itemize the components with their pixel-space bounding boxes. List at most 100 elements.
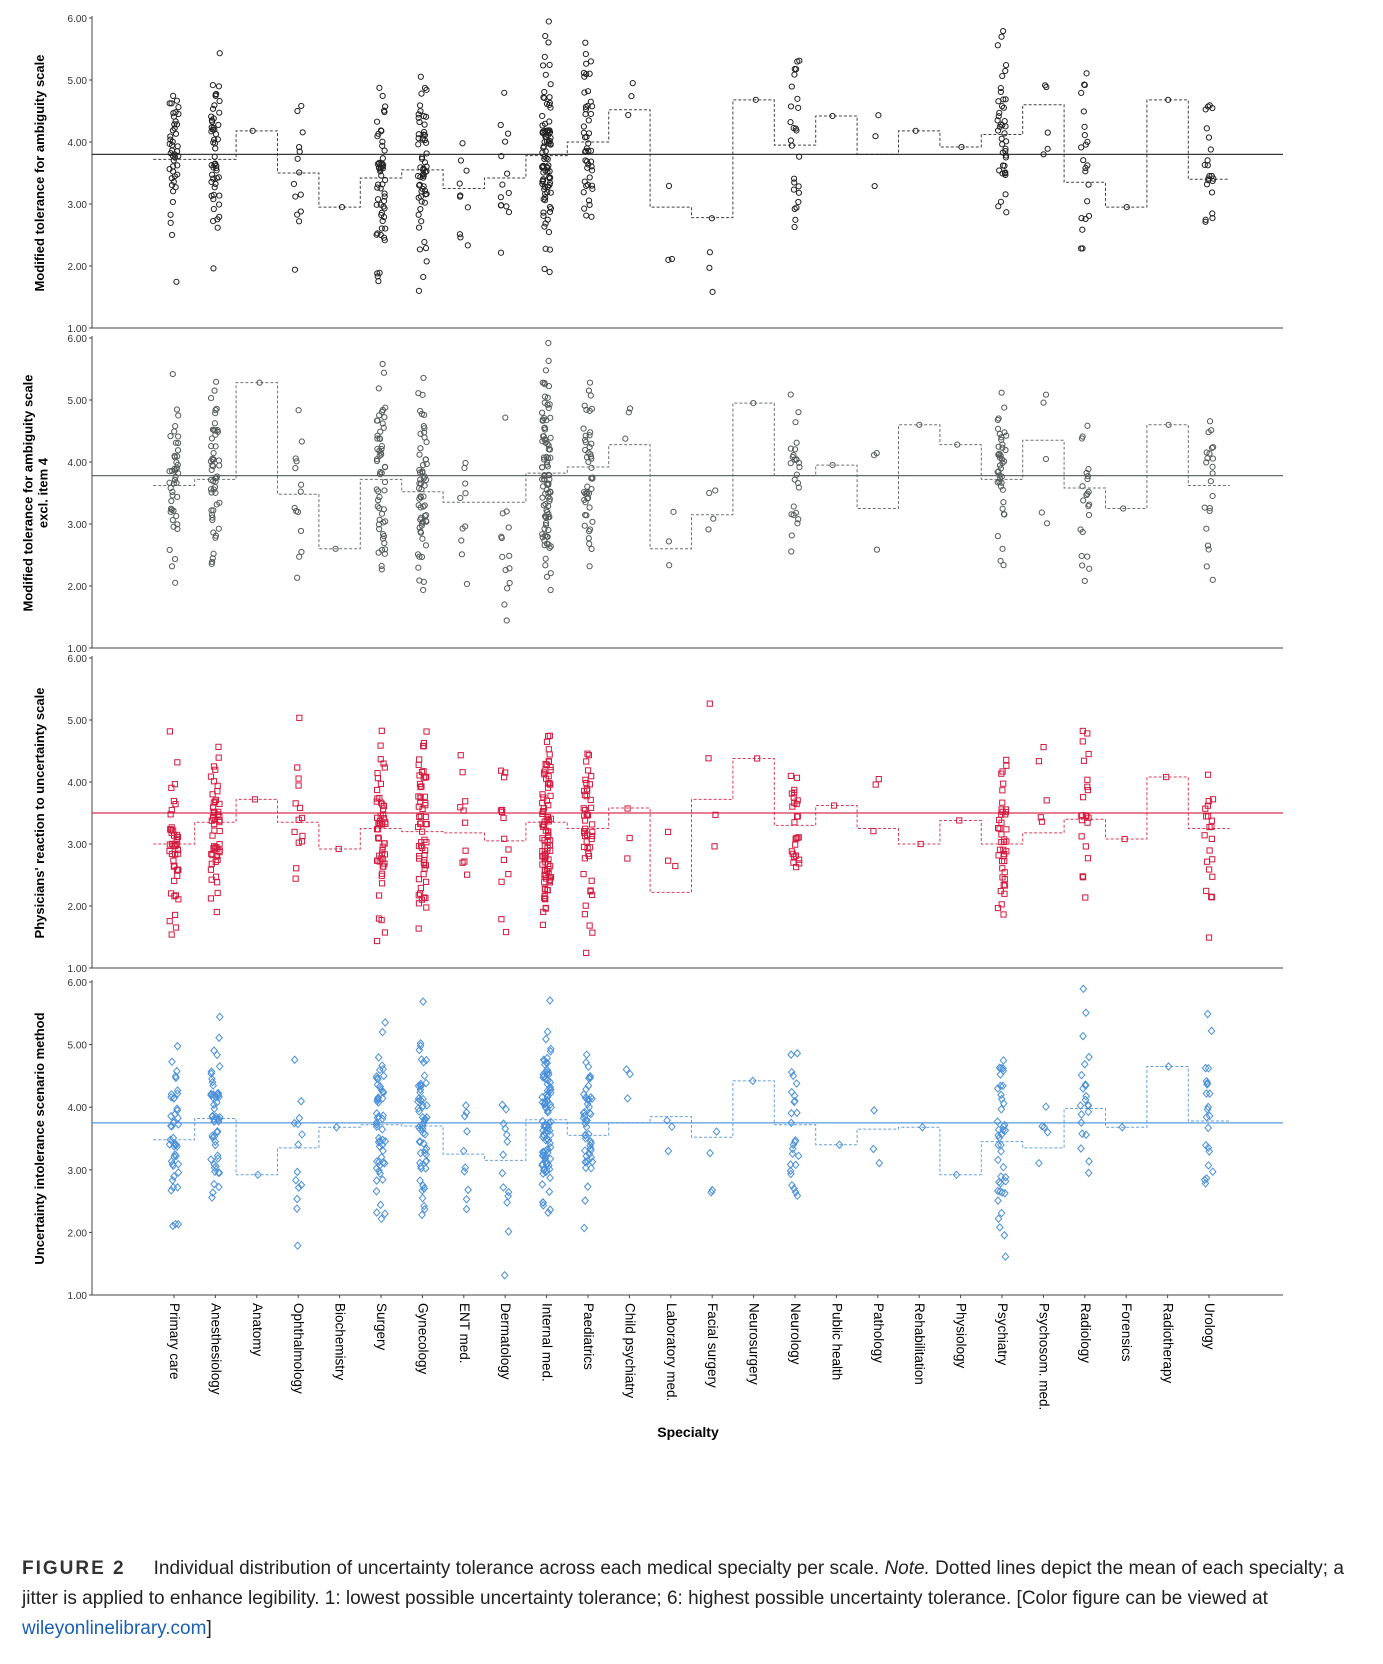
- data-point: [420, 461, 427, 469]
- data-point: [209, 814, 217, 821]
- data-point: [541, 896, 549, 903]
- data-point: [1203, 1009, 1212, 1019]
- data-point: [293, 865, 300, 872]
- data-point: [540, 94, 547, 101]
- x-category-label: Paediatrics: [581, 1303, 596, 1370]
- data-point: [377, 166, 384, 173]
- data-point: [298, 481, 305, 488]
- data-point: [787, 445, 794, 452]
- data-point: [372, 1072, 381, 1081]
- y-tick-label: 1.00: [68, 644, 88, 655]
- data-point: [1077, 1118, 1086, 1128]
- data-point: [586, 1109, 595, 1119]
- data-point: [546, 208, 554, 216]
- data-point: [539, 1126, 547, 1135]
- data-point: [795, 104, 802, 111]
- data-point: [754, 755, 761, 762]
- data-point: [545, 446, 552, 453]
- data-point: [214, 224, 221, 231]
- data-point: [581, 1163, 590, 1173]
- data-point: [214, 1088, 223, 1098]
- data-point: [547, 189, 554, 196]
- data-point: [994, 1140, 1003, 1150]
- data-point: [794, 1151, 803, 1161]
- data-point: [174, 1168, 183, 1177]
- data-point: [376, 525, 383, 533]
- data-point: [208, 1193, 216, 1202]
- data-point: [373, 1113, 382, 1123]
- data-point: [382, 546, 389, 553]
- data-point: [539, 62, 547, 69]
- data-point: [585, 458, 592, 466]
- data-point: [585, 752, 592, 759]
- data-point: [211, 420, 218, 427]
- data-point: [172, 579, 179, 586]
- data-point: [588, 773, 595, 780]
- data-point: [377, 231, 384, 238]
- data-point: [462, 490, 469, 497]
- data-point: [588, 545, 595, 553]
- data-point: [795, 189, 803, 196]
- data-point: [210, 1163, 219, 1173]
- y-tick-label: 5.00: [68, 76, 88, 87]
- data-point: [1037, 814, 1044, 821]
- data-point: [168, 1057, 176, 1067]
- data-point: [668, 1122, 676, 1132]
- data-point: [872, 133, 879, 140]
- data-point: [794, 797, 801, 804]
- data-point: [1209, 463, 1216, 470]
- data-point: [587, 796, 594, 803]
- data-point: [539, 476, 546, 483]
- data-point: [418, 1210, 426, 1220]
- data-point: [1206, 418, 1214, 425]
- data-point: [417, 820, 424, 827]
- data-point: [415, 1158, 424, 1168]
- data-point: [583, 780, 590, 787]
- data-point: [1082, 1091, 1090, 1101]
- data-point: [582, 825, 589, 832]
- data-point: [419, 844, 426, 852]
- data-point: [209, 105, 217, 112]
- data-point: [997, 1063, 1005, 1073]
- data-point: [292, 875, 299, 882]
- data-point: [420, 273, 427, 281]
- data-point: [996, 430, 1003, 438]
- data-point: [416, 1121, 425, 1130]
- x-category-label: Gynecology: [415, 1303, 430, 1375]
- data-point: [547, 792, 554, 799]
- data-point: [1164, 1062, 1173, 1071]
- data-point: [421, 429, 428, 436]
- data-point: [792, 835, 799, 842]
- data-point: [415, 135, 422, 142]
- data-point: [375, 1166, 383, 1176]
- data-point: [541, 197, 549, 204]
- data-point: [665, 538, 672, 545]
- data-point: [584, 494, 592, 502]
- data-point: [294, 1183, 303, 1192]
- data-point: [464, 204, 471, 211]
- data-point: [381, 540, 388, 547]
- data-point: [545, 526, 552, 534]
- data-point: [587, 58, 594, 65]
- data-point: [216, 813, 223, 820]
- caption-link[interactable]: wileyonlinelibrary.com: [22, 1618, 207, 1639]
- data-point: [995, 468, 1002, 475]
- data-point: [1084, 730, 1091, 737]
- y-tick-label: 5.00: [68, 716, 88, 727]
- y-tick-label: 2.00: [68, 262, 88, 273]
- data-point: [459, 140, 466, 147]
- data-point: [1203, 459, 1210, 466]
- data-point: [1208, 823, 1215, 831]
- data-point: [418, 154, 426, 161]
- data-point: [994, 1084, 1002, 1093]
- data-point: [377, 780, 384, 787]
- data-point: [293, 1204, 301, 1213]
- data-point: [788, 532, 795, 539]
- data-point: [460, 807, 467, 814]
- data-point: [547, 140, 554, 147]
- data-point: [1084, 198, 1091, 205]
- data-point: [216, 192, 223, 199]
- data-point: [543, 1027, 552, 1037]
- data-point: [373, 231, 380, 238]
- data-point: [586, 443, 593, 451]
